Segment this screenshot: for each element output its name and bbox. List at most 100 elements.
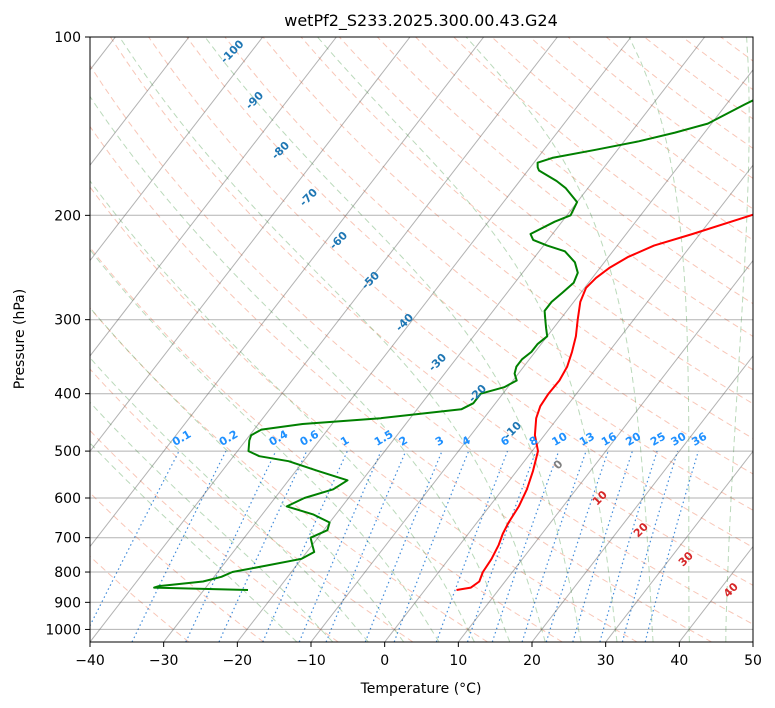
isotherm-gridline — [384, 164, 753, 642]
isotherm-gridline — [163, 37, 632, 642]
dry-adiabat-label: -30 — [426, 351, 449, 374]
moist-adiabat — [90, 306, 405, 642]
dry-adiabat-label: -40 — [393, 311, 416, 334]
dry-adiabat — [415, 37, 753, 305]
dry-adiabat — [644, 37, 753, 120]
dry-adiabat — [377, 37, 753, 338]
mixing-ratio-line — [621, 450, 679, 642]
dry-adiabat — [90, 64, 753, 625]
dry-adiabat — [90, 246, 563, 642]
moist-adiabat — [465, 37, 654, 642]
moist-adiabat-label: 10 — [590, 488, 610, 508]
dry-adiabat — [567, 37, 753, 179]
x-tick-label: 40 — [670, 653, 688, 669]
mixing-ratio-label: 1 — [338, 434, 351, 449]
mixing-ratio-label: 13 — [577, 430, 597, 449]
moist-adiabat — [90, 180, 475, 642]
data-lines — [153, 99, 753, 591]
mixing-ratio-line — [545, 450, 609, 642]
dry-adiabat — [300, 37, 753, 405]
mixing-ratio-line — [262, 450, 348, 642]
mixing-ratio-label: 25 — [648, 430, 668, 449]
x-tick-label: 0 — [380, 653, 389, 669]
mixing-ratio-line — [572, 450, 633, 642]
mixing-ratio-line — [131, 450, 227, 642]
moist-adiabat — [90, 442, 298, 642]
isotherm-gridline — [90, 37, 190, 166]
moist-adiabat — [119, 37, 546, 642]
dry-adiabat — [90, 125, 712, 642]
moist-adiabat — [317, 37, 618, 642]
mixing-ratio-line — [185, 450, 277, 642]
y-tick-label: 100 — [54, 30, 81, 46]
mixing-ratio-line — [90, 450, 180, 628]
mixing-ratio-label: 3 — [433, 434, 446, 449]
moist-adiabat — [90, 95, 511, 642]
isotherm-gridline — [752, 641, 753, 642]
mixing-ratio-label: 2 — [397, 434, 410, 449]
moist-adiabat-label: 0 — [551, 457, 566, 472]
y-tick-label: 500 — [54, 444, 81, 460]
y-tick-label: 800 — [54, 565, 81, 581]
y-tick-label: 1000 — [45, 622, 81, 638]
dry-adiabat-label: -60 — [327, 229, 350, 252]
mixing-ratio-label: 0.6 — [298, 428, 322, 449]
isotherm-gridline — [236, 37, 706, 642]
mixing-ratio-line — [325, 450, 407, 642]
dewpoint-profile-line — [153, 99, 753, 591]
isotherm-gridline — [90, 37, 264, 262]
mixing-ratio-label: 30 — [669, 430, 689, 449]
x-tick-label: 20 — [523, 653, 541, 669]
x-tick-label: 10 — [449, 653, 467, 669]
mixing-ratio-label: 36 — [689, 430, 709, 449]
moist-adiabat — [204, 37, 582, 642]
mixing-ratio-line — [218, 450, 308, 642]
dry-adiabat — [90, 186, 638, 642]
x-tick-label: 50 — [744, 653, 762, 669]
background-lines — [90, 37, 753, 642]
mixing-ratio-label: 10 — [550, 430, 570, 449]
dry-adiabat — [338, 37, 753, 371]
moist-adiabat — [628, 37, 690, 642]
x-axis: −40 −30 −20 −10 0 10 20 30 40 50 — [75, 642, 762, 669]
mixing-ratio-label: 16 — [599, 430, 619, 449]
isotherm-gridline — [90, 37, 411, 453]
dry-adiabat-label: -80 — [269, 139, 292, 162]
isotherm-gridline — [90, 37, 558, 642]
x-tick-label: −20 — [223, 653, 253, 669]
dry-adiabat — [90, 368, 414, 642]
mixing-ratio-line — [364, 450, 443, 642]
y-tick-label: 300 — [54, 313, 81, 329]
y-tick-label: 900 — [54, 595, 81, 611]
moist-adiabat-label: 20 — [631, 520, 651, 540]
mixing-ratio-line — [466, 450, 537, 642]
mixing-ratio-label: 20 — [623, 430, 643, 449]
dry-adiabat — [453, 37, 753, 273]
isotherm-gridline — [605, 450, 753, 642]
temperature-profile-line — [456, 213, 753, 591]
plot-frame — [89, 36, 754, 643]
y-tick-label: 200 — [54, 208, 81, 224]
mixing-ratio-label: 0.1 — [170, 428, 193, 449]
moist-adiabat — [90, 248, 440, 642]
isotherm-gridline — [457, 259, 753, 642]
grid-lines — [90, 37, 753, 642]
dry-adiabat — [90, 555, 190, 642]
dry-adiabat — [148, 37, 753, 548]
y-axis: 1000 900 800 700 600 500 400 300 200 100 — [45, 30, 90, 638]
mixing-ratio-line — [599, 450, 658, 642]
mixing-ratio-line — [521, 450, 587, 642]
mixing-ratio-label: 0.2 — [217, 428, 240, 449]
x-tick-label: −10 — [296, 653, 326, 669]
dry-adiabat-label: -20 — [466, 382, 489, 405]
mixing-ratio-line — [393, 450, 470, 642]
dry-adiabat — [491, 37, 753, 241]
x-axis-title: Temperature (°C) — [360, 681, 482, 697]
mixing-ratio-label: 1.5 — [372, 428, 395, 449]
dry-adiabat — [90, 307, 488, 642]
x-tick-label: 30 — [597, 653, 615, 669]
dry-adiabat — [109, 37, 753, 586]
moist-adiabat-label: 40 — [721, 580, 741, 600]
dry-adiabat — [529, 37, 753, 210]
